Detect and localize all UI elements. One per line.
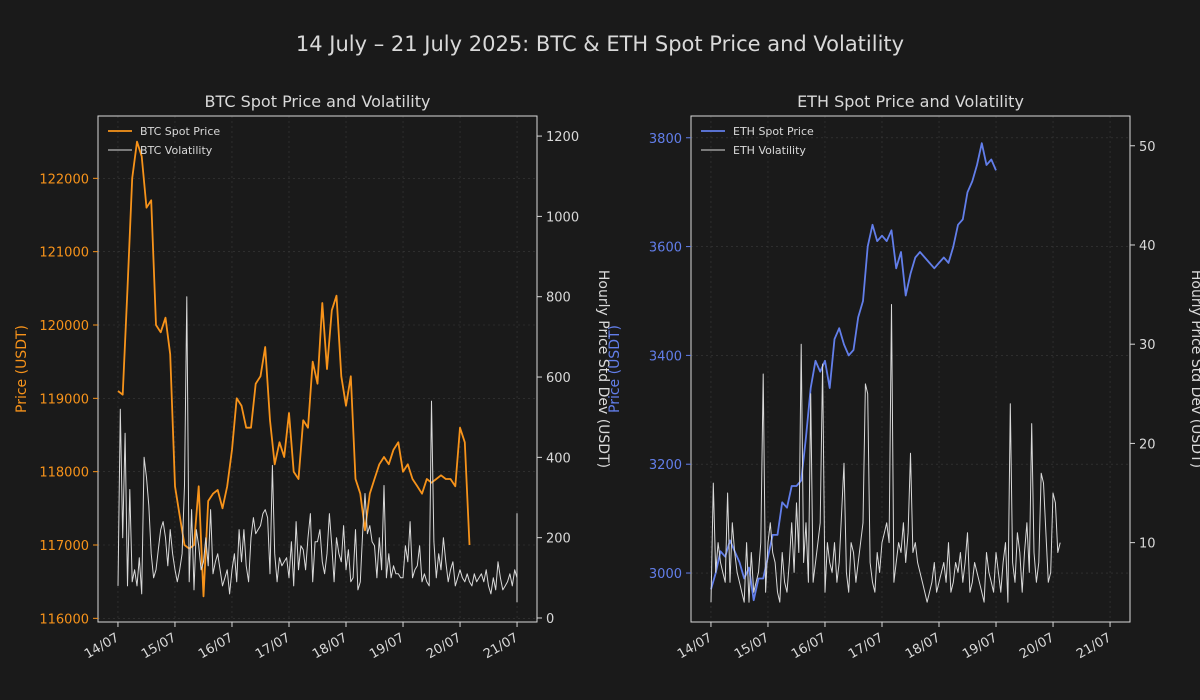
btc-chart-title: BTC Spot Price and Volatility	[205, 92, 431, 111]
btc-y2-axis-label: Hourly Price Std Dev (USDT)	[595, 270, 611, 468]
legend-label: BTC Volatility	[140, 144, 213, 157]
eth-plot-frame	[690, 115, 1131, 623]
y-tick-label: 120000	[39, 319, 89, 334]
y-tick-label: 119000	[39, 392, 89, 407]
y-tick-label: 118000	[39, 466, 89, 481]
y-tick-label: 3200	[649, 458, 682, 473]
y2-tick-label: 50	[1139, 140, 1156, 155]
y2-tick-label: 1000	[546, 210, 579, 225]
legend-label: ETH Volatility	[733, 144, 806, 157]
legend-label: ETH Spot Price	[733, 125, 814, 138]
eth-y2-axis-label: Hourly Price Std Dev (USDT)	[1188, 270, 1200, 468]
y2-tick-label: 30	[1139, 338, 1156, 353]
y2-tick-label: 600	[546, 371, 571, 386]
y-tick-label: 3400	[649, 349, 682, 364]
btc-legend: BTC Spot Price BTC Volatility	[108, 125, 220, 157]
btc-price-line	[117, 140, 471, 598]
y2-tick-label: 400	[546, 451, 571, 466]
y-tick-label: 3000	[649, 567, 682, 582]
y2-tick-label: 800	[546, 291, 571, 306]
y2-tick-label: 1200	[546, 130, 579, 145]
eth-volatility-line	[710, 304, 1061, 603]
btc-plot-frame	[97, 115, 538, 623]
legend-label: BTC Spot Price	[140, 125, 220, 138]
btc-volatility-line	[117, 296, 518, 603]
btc-y-axis-label: Price (USDT)	[14, 325, 30, 413]
y2-tick-label: 10	[1139, 537, 1156, 552]
y2-tick-label: 0	[546, 612, 554, 627]
eth-legend: ETH Spot Price ETH Volatility	[701, 125, 814, 157]
eth-price-line	[710, 142, 997, 602]
y-tick-label: 122000	[39, 172, 89, 187]
y2-tick-label: 40	[1139, 239, 1156, 254]
y-tick-label: 116000	[39, 612, 89, 627]
y-tick-label: 3800	[649, 132, 682, 147]
y-tick-label: 121000	[39, 246, 89, 261]
y-tick-label: 117000	[39, 539, 89, 554]
y2-tick-label: 200	[546, 532, 571, 547]
y2-tick-label: 20	[1139, 437, 1156, 452]
y-tick-label: 3600	[649, 241, 682, 256]
eth-chart-title: ETH Spot Price and Volatility	[797, 92, 1024, 111]
figure-title: 14 July – 21 July 2025: BTC & ETH Spot P…	[296, 32, 904, 56]
eth-y-axis-label: Price (USDT)	[607, 325, 623, 413]
eth-grid	[691, 116, 1130, 622]
